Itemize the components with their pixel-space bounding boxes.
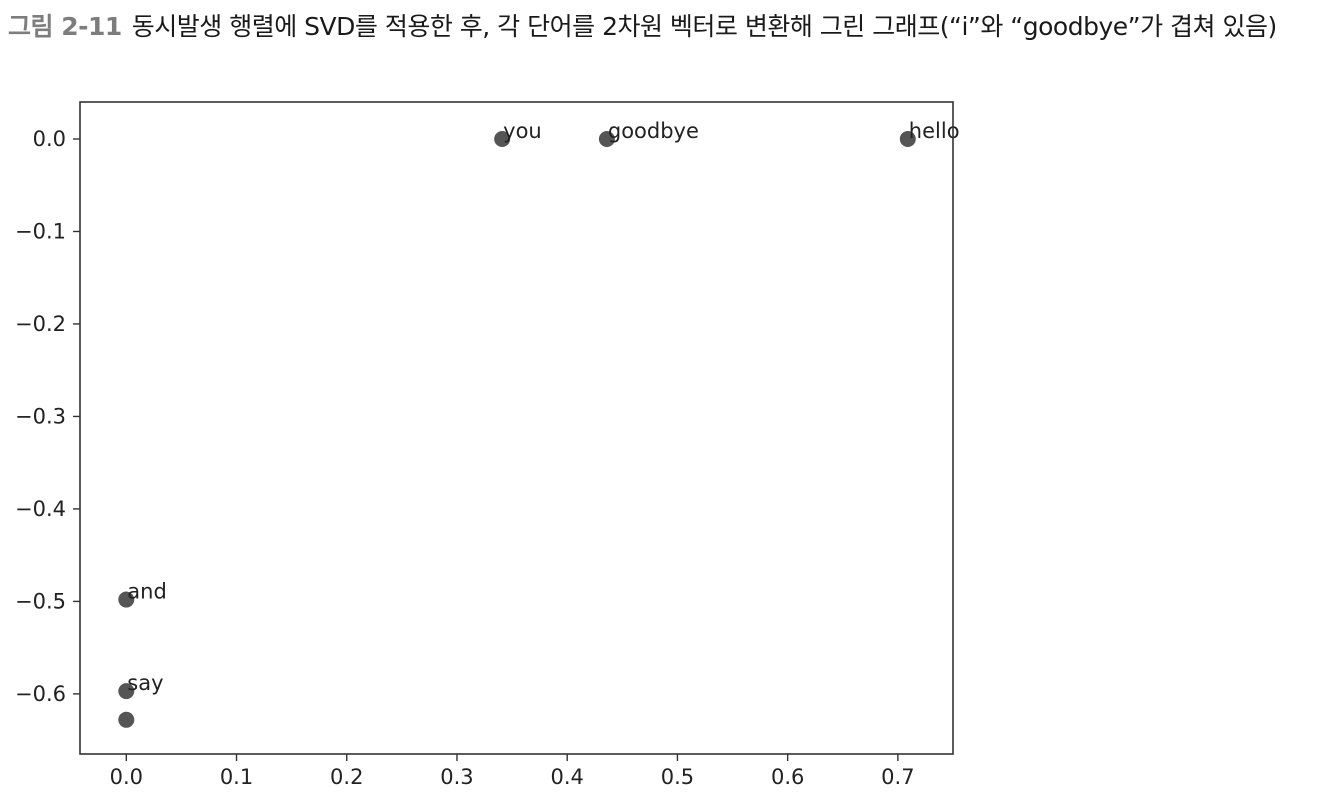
y-tick-label: 0.0 — [33, 127, 66, 151]
data-point — [494, 130, 511, 147]
y-tick-label: −0.1 — [15, 219, 66, 243]
point-label: and — [127, 580, 167, 604]
y-tick-label: −0.6 — [15, 682, 66, 706]
point-label: goodbye — [608, 119, 699, 143]
point-label: say — [127, 671, 163, 695]
y-tick-label: −0.4 — [15, 497, 66, 521]
x-tick-label: 0.2 — [330, 765, 363, 789]
plot-frame — [79, 101, 954, 755]
data-point — [598, 130, 615, 147]
figure-caption-text: 동시발생 행렬에 SVD를 적용한 후, 각 단어를 2차원 벡터로 변환해 그… — [131, 12, 1277, 41]
data-point — [899, 130, 916, 147]
data-point — [118, 683, 135, 700]
data-point — [118, 711, 135, 728]
x-tick-label: 0.0 — [110, 765, 143, 789]
point-label: hello — [909, 119, 960, 143]
x-tick-label: 0.4 — [551, 765, 584, 789]
y-tick-label: −0.5 — [15, 589, 66, 613]
x-tick-label: 0.1 — [220, 765, 253, 789]
x-tick-label: 0.5 — [661, 765, 694, 789]
figure-number: 그림 2-11 — [8, 12, 122, 41]
x-tick-label: 0.6 — [771, 765, 804, 789]
figure-caption: 그림 2-11 동시발생 행렬에 SVD를 적용한 후, 각 단어를 2차원 벡터… — [8, 6, 1328, 48]
axes: 0.0 0.1 0.2 0.3 0.4 0.5 0.6 0.7 0.0 −0.1 −0.2 −0.3 −… — [15, 127, 915, 789]
points: you goodbye hello and say — [118, 119, 960, 728]
data-point — [118, 591, 135, 608]
point-label: you — [503, 119, 542, 143]
y-tick-label: −0.2 — [15, 312, 66, 336]
x-tick-label: 0.3 — [440, 765, 473, 789]
x-tick-label: 0.7 — [881, 765, 914, 789]
y-tick-label: −0.3 — [15, 404, 66, 428]
